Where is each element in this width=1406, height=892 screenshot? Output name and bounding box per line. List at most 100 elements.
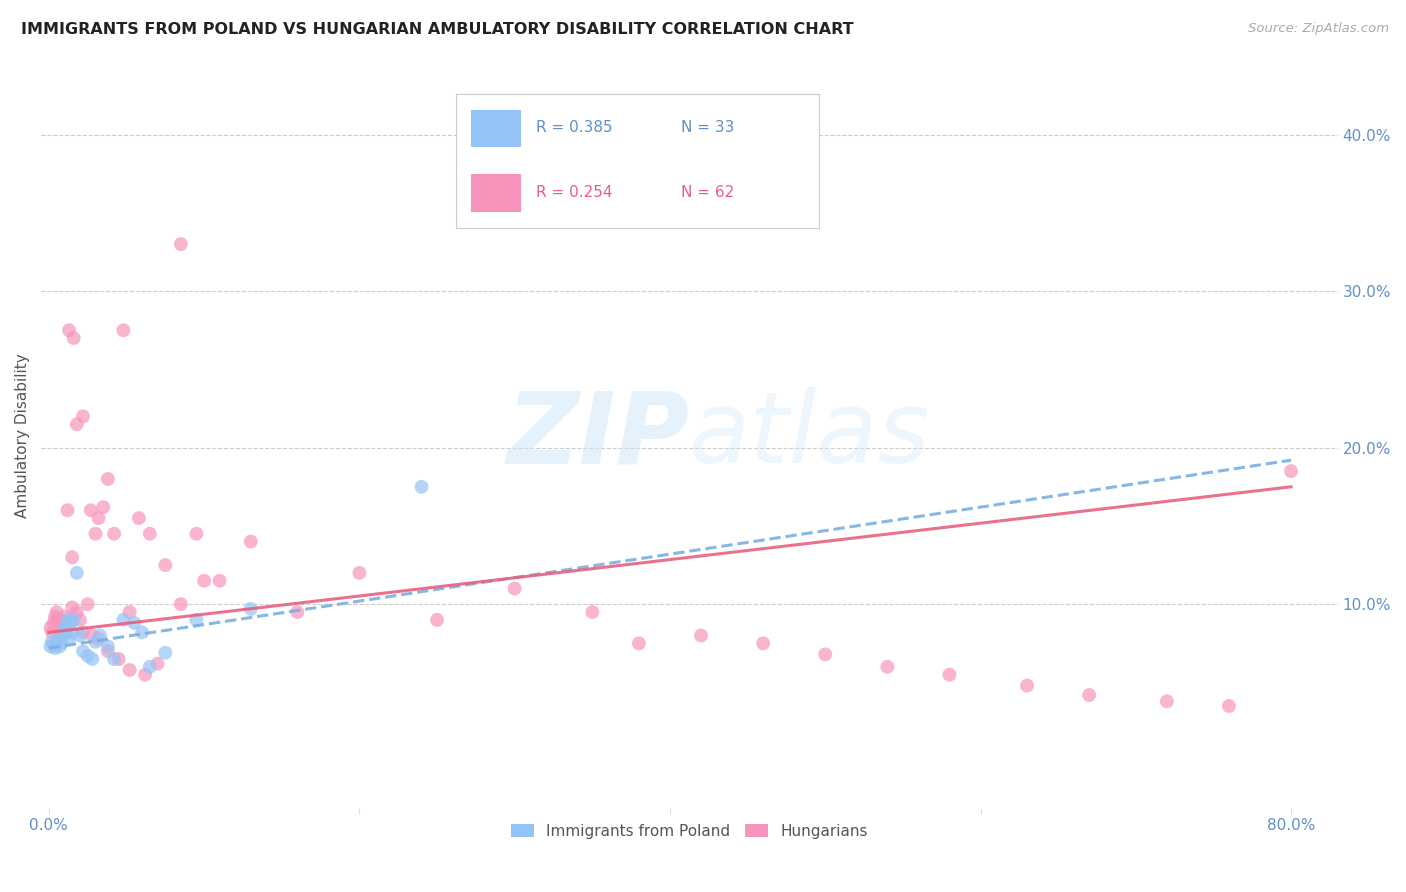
Text: IMMIGRANTS FROM POLAND VS HUNGARIAN AMBULATORY DISABILITY CORRELATION CHART: IMMIGRANTS FROM POLAND VS HUNGARIAN AMBU… — [21, 22, 853, 37]
Legend: Immigrants from Poland, Hungarians: Immigrants from Poland, Hungarians — [505, 817, 875, 845]
Point — [60, 600, 83, 615]
Point — [52, 615, 75, 630]
Point — [349, 566, 371, 580]
Point — [69, 613, 91, 627]
Point — [42, 638, 65, 652]
Point — [97, 472, 120, 486]
Point — [103, 652, 125, 666]
Point — [139, 526, 162, 541]
Point — [76, 597, 98, 611]
Point — [97, 644, 120, 658]
Point — [170, 597, 193, 611]
Point — [186, 526, 208, 541]
Point — [66, 417, 89, 432]
Point — [1078, 688, 1101, 702]
Point — [1279, 464, 1302, 478]
Point — [186, 613, 208, 627]
Point — [60, 550, 83, 565]
Point — [51, 636, 73, 650]
Text: Source: ZipAtlas.com: Source: ZipAtlas.com — [1249, 22, 1389, 36]
Point — [51, 624, 73, 638]
Point — [82, 628, 104, 642]
Point — [52, 628, 75, 642]
Point — [146, 657, 169, 671]
Point — [72, 644, 94, 658]
Point — [82, 652, 104, 666]
Point — [426, 613, 449, 627]
Point — [89, 628, 111, 642]
Point — [56, 613, 79, 627]
Point — [41, 634, 63, 648]
Point — [44, 609, 66, 624]
Point — [46, 633, 69, 648]
Point — [80, 503, 103, 517]
Point — [155, 558, 177, 572]
Point — [62, 331, 84, 345]
Point — [87, 511, 110, 525]
Point — [814, 648, 837, 662]
Text: atlas: atlas — [689, 387, 931, 484]
Point — [103, 526, 125, 541]
Point — [91, 500, 114, 515]
Point — [208, 574, 231, 588]
Point — [627, 636, 650, 650]
Point — [239, 602, 262, 616]
Point — [41, 625, 63, 640]
Point — [60, 625, 83, 640]
Point — [128, 511, 150, 525]
Point — [59, 615, 82, 630]
Point — [139, 660, 162, 674]
Point — [66, 566, 89, 580]
Point — [938, 667, 960, 681]
Point — [69, 628, 91, 642]
Point — [58, 323, 80, 337]
Point — [72, 409, 94, 424]
Point — [58, 632, 80, 646]
Point — [193, 574, 215, 588]
Point — [503, 582, 526, 596]
Point — [66, 605, 89, 619]
Point — [84, 634, 107, 648]
Point — [55, 625, 77, 640]
Point — [56, 503, 79, 517]
Point — [53, 621, 76, 635]
Point — [876, 660, 898, 674]
Point — [239, 534, 262, 549]
Point — [1017, 679, 1039, 693]
Point — [112, 323, 135, 337]
Point — [45, 605, 67, 619]
Point — [62, 613, 84, 627]
Text: ZIP: ZIP — [506, 387, 689, 484]
Point — [1156, 694, 1178, 708]
Point — [45, 636, 67, 650]
Point — [46, 613, 69, 627]
Point — [112, 613, 135, 627]
Point — [118, 605, 141, 619]
Point — [76, 648, 98, 663]
Point — [72, 625, 94, 640]
Y-axis label: Ambulatory Disability: Ambulatory Disability — [15, 353, 30, 518]
Point — [170, 237, 193, 252]
Point — [124, 615, 146, 630]
Point — [155, 646, 177, 660]
Point — [53, 609, 76, 624]
Point — [84, 526, 107, 541]
Point — [131, 625, 153, 640]
Point — [1218, 698, 1240, 713]
Point — [118, 663, 141, 677]
Point — [39, 621, 62, 635]
Point — [48, 628, 70, 642]
Point — [44, 641, 66, 656]
Point — [411, 480, 433, 494]
Point — [752, 636, 775, 650]
Point — [581, 605, 603, 619]
Point — [134, 667, 156, 681]
Point — [39, 640, 62, 654]
Point — [97, 640, 120, 654]
Point — [48, 640, 70, 654]
Point — [285, 605, 308, 619]
Point — [55, 621, 77, 635]
Point — [690, 628, 713, 642]
Point — [42, 615, 65, 630]
Point — [87, 632, 110, 646]
